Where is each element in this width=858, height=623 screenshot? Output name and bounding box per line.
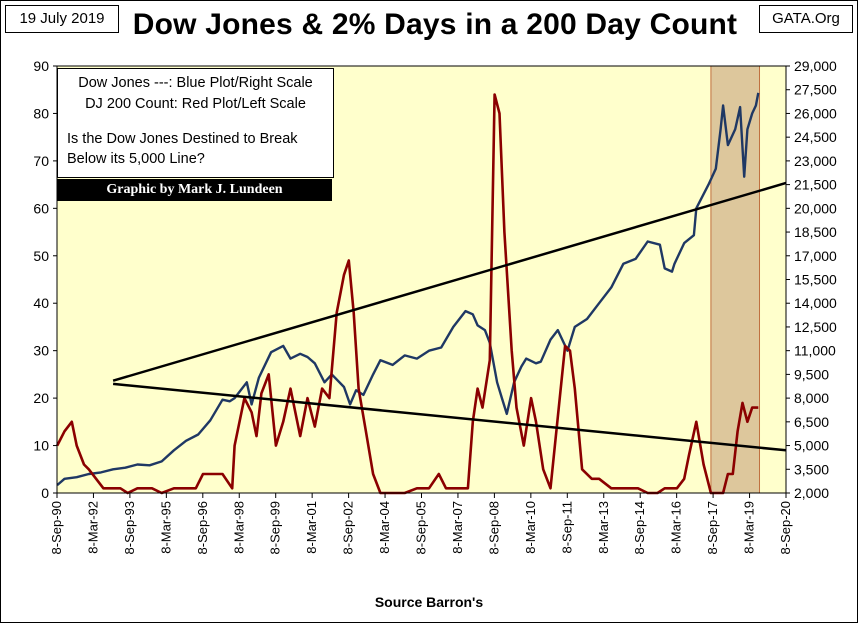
left-tick-label: 20 xyxy=(33,390,49,406)
left-tick-label: 50 xyxy=(33,248,49,264)
x-tick-label: 8-Sep-90 xyxy=(49,501,64,554)
right-tick-label: 24,500 xyxy=(794,129,837,145)
source-label: GATA.Org xyxy=(759,5,853,33)
count-series-line xyxy=(56,93,759,495)
legend-box: Dow Jones ---: Blue Plot/Right Scale DJ … xyxy=(57,68,334,178)
x-tick-label: 8-Sep-11 xyxy=(559,501,574,554)
x-tick-label: 8-Sep-08 xyxy=(486,501,501,554)
x-tick-label: 8-Mar-04 xyxy=(377,501,392,554)
dow-series-line xyxy=(56,92,760,487)
trend-line-upper xyxy=(112,181,786,382)
right-tick-label: 15,500 xyxy=(794,272,837,288)
x-tick-label: 8-Sep-02 xyxy=(341,501,356,554)
trend-line-lower xyxy=(112,382,786,452)
left-tick-label: 70 xyxy=(33,153,49,169)
legend-count-entry: DJ 200 Count: Red Plot/Left Scale xyxy=(85,96,306,112)
left-tick-label: 30 xyxy=(33,343,49,359)
right-tick-label: 18,500 xyxy=(794,224,837,240)
right-tick-label: 8,000 xyxy=(794,390,829,406)
legend-dow-entry: Dow Jones ---: Blue Plot/Right Scale xyxy=(78,75,313,91)
legend-question-line1: Is the Dow Jones Destined to Break xyxy=(67,131,298,147)
x-tick-label: 8-Sep-93 xyxy=(122,501,137,554)
left-tick-label: 60 xyxy=(33,200,49,216)
right-tick-label: 29,000 xyxy=(794,58,837,74)
x-tick-label: 8-Mar-16 xyxy=(669,501,684,554)
x-tick-label: 8-Sep-14 xyxy=(632,501,647,554)
x-tick-label: 8-Mar-01 xyxy=(304,501,319,554)
right-tick-label: 23,000 xyxy=(794,153,837,169)
left-tick-label: 0 xyxy=(41,485,49,501)
left-tick-label: 90 xyxy=(33,58,49,74)
right-tick-label: 14,000 xyxy=(794,295,837,311)
right-tick-label: 20,000 xyxy=(794,200,837,216)
left-tick-label: 10 xyxy=(33,438,49,454)
right-tick-label: 11,000 xyxy=(794,343,836,359)
x-tick-label: 8-Sep-96 xyxy=(195,501,210,554)
right-tick-label: 12,500 xyxy=(794,319,837,335)
x-tick-label: 8-Mar-98 xyxy=(231,501,246,554)
right-tick-label: 6,500 xyxy=(794,414,829,430)
x-tick-label: 8-Sep-17 xyxy=(705,501,720,554)
x-tick-label: 8-Mar-10 xyxy=(523,501,538,554)
x-axis-label: Source Barron's xyxy=(374,594,484,610)
chart-title: Dow Jones & 2% Days in a 200 Day Count xyxy=(132,8,738,41)
x-tick-label: 8-Sep-20 xyxy=(778,501,793,554)
right-tick-label: 2,000 xyxy=(794,485,829,501)
right-tick-label: 21,500 xyxy=(794,177,837,193)
x-tick-label: 8-Mar-92 xyxy=(85,501,100,554)
right-tick-label: 17,000 xyxy=(794,248,837,264)
right-tick-label: 27,500 xyxy=(794,82,837,98)
x-tick-label: 8-Mar-95 xyxy=(158,501,173,554)
x-tick-label: 8-Mar-13 xyxy=(596,501,611,554)
right-tick-label: 26,000 xyxy=(794,105,837,121)
x-tick-label: 8-Sep-05 xyxy=(414,501,429,554)
x-tick-label: 8-Mar-07 xyxy=(450,501,465,554)
right-tick-label: 9,500 xyxy=(794,366,829,382)
credit-banner: Graphic by Mark J. Lundeen xyxy=(57,179,332,201)
left-tick-label: 80 xyxy=(33,105,49,121)
x-tick-label: 8-Mar-19 xyxy=(742,501,757,554)
legend-question-line2: Below its 5,000 Line? xyxy=(67,151,205,167)
right-tick-label: 5,000 xyxy=(794,438,829,454)
date-label: 19 July 2019 xyxy=(5,5,119,33)
left-tick-label: 40 xyxy=(33,295,49,311)
x-tick-label: 8-Sep-99 xyxy=(268,501,283,554)
right-tick-label: 3,500 xyxy=(794,461,829,477)
